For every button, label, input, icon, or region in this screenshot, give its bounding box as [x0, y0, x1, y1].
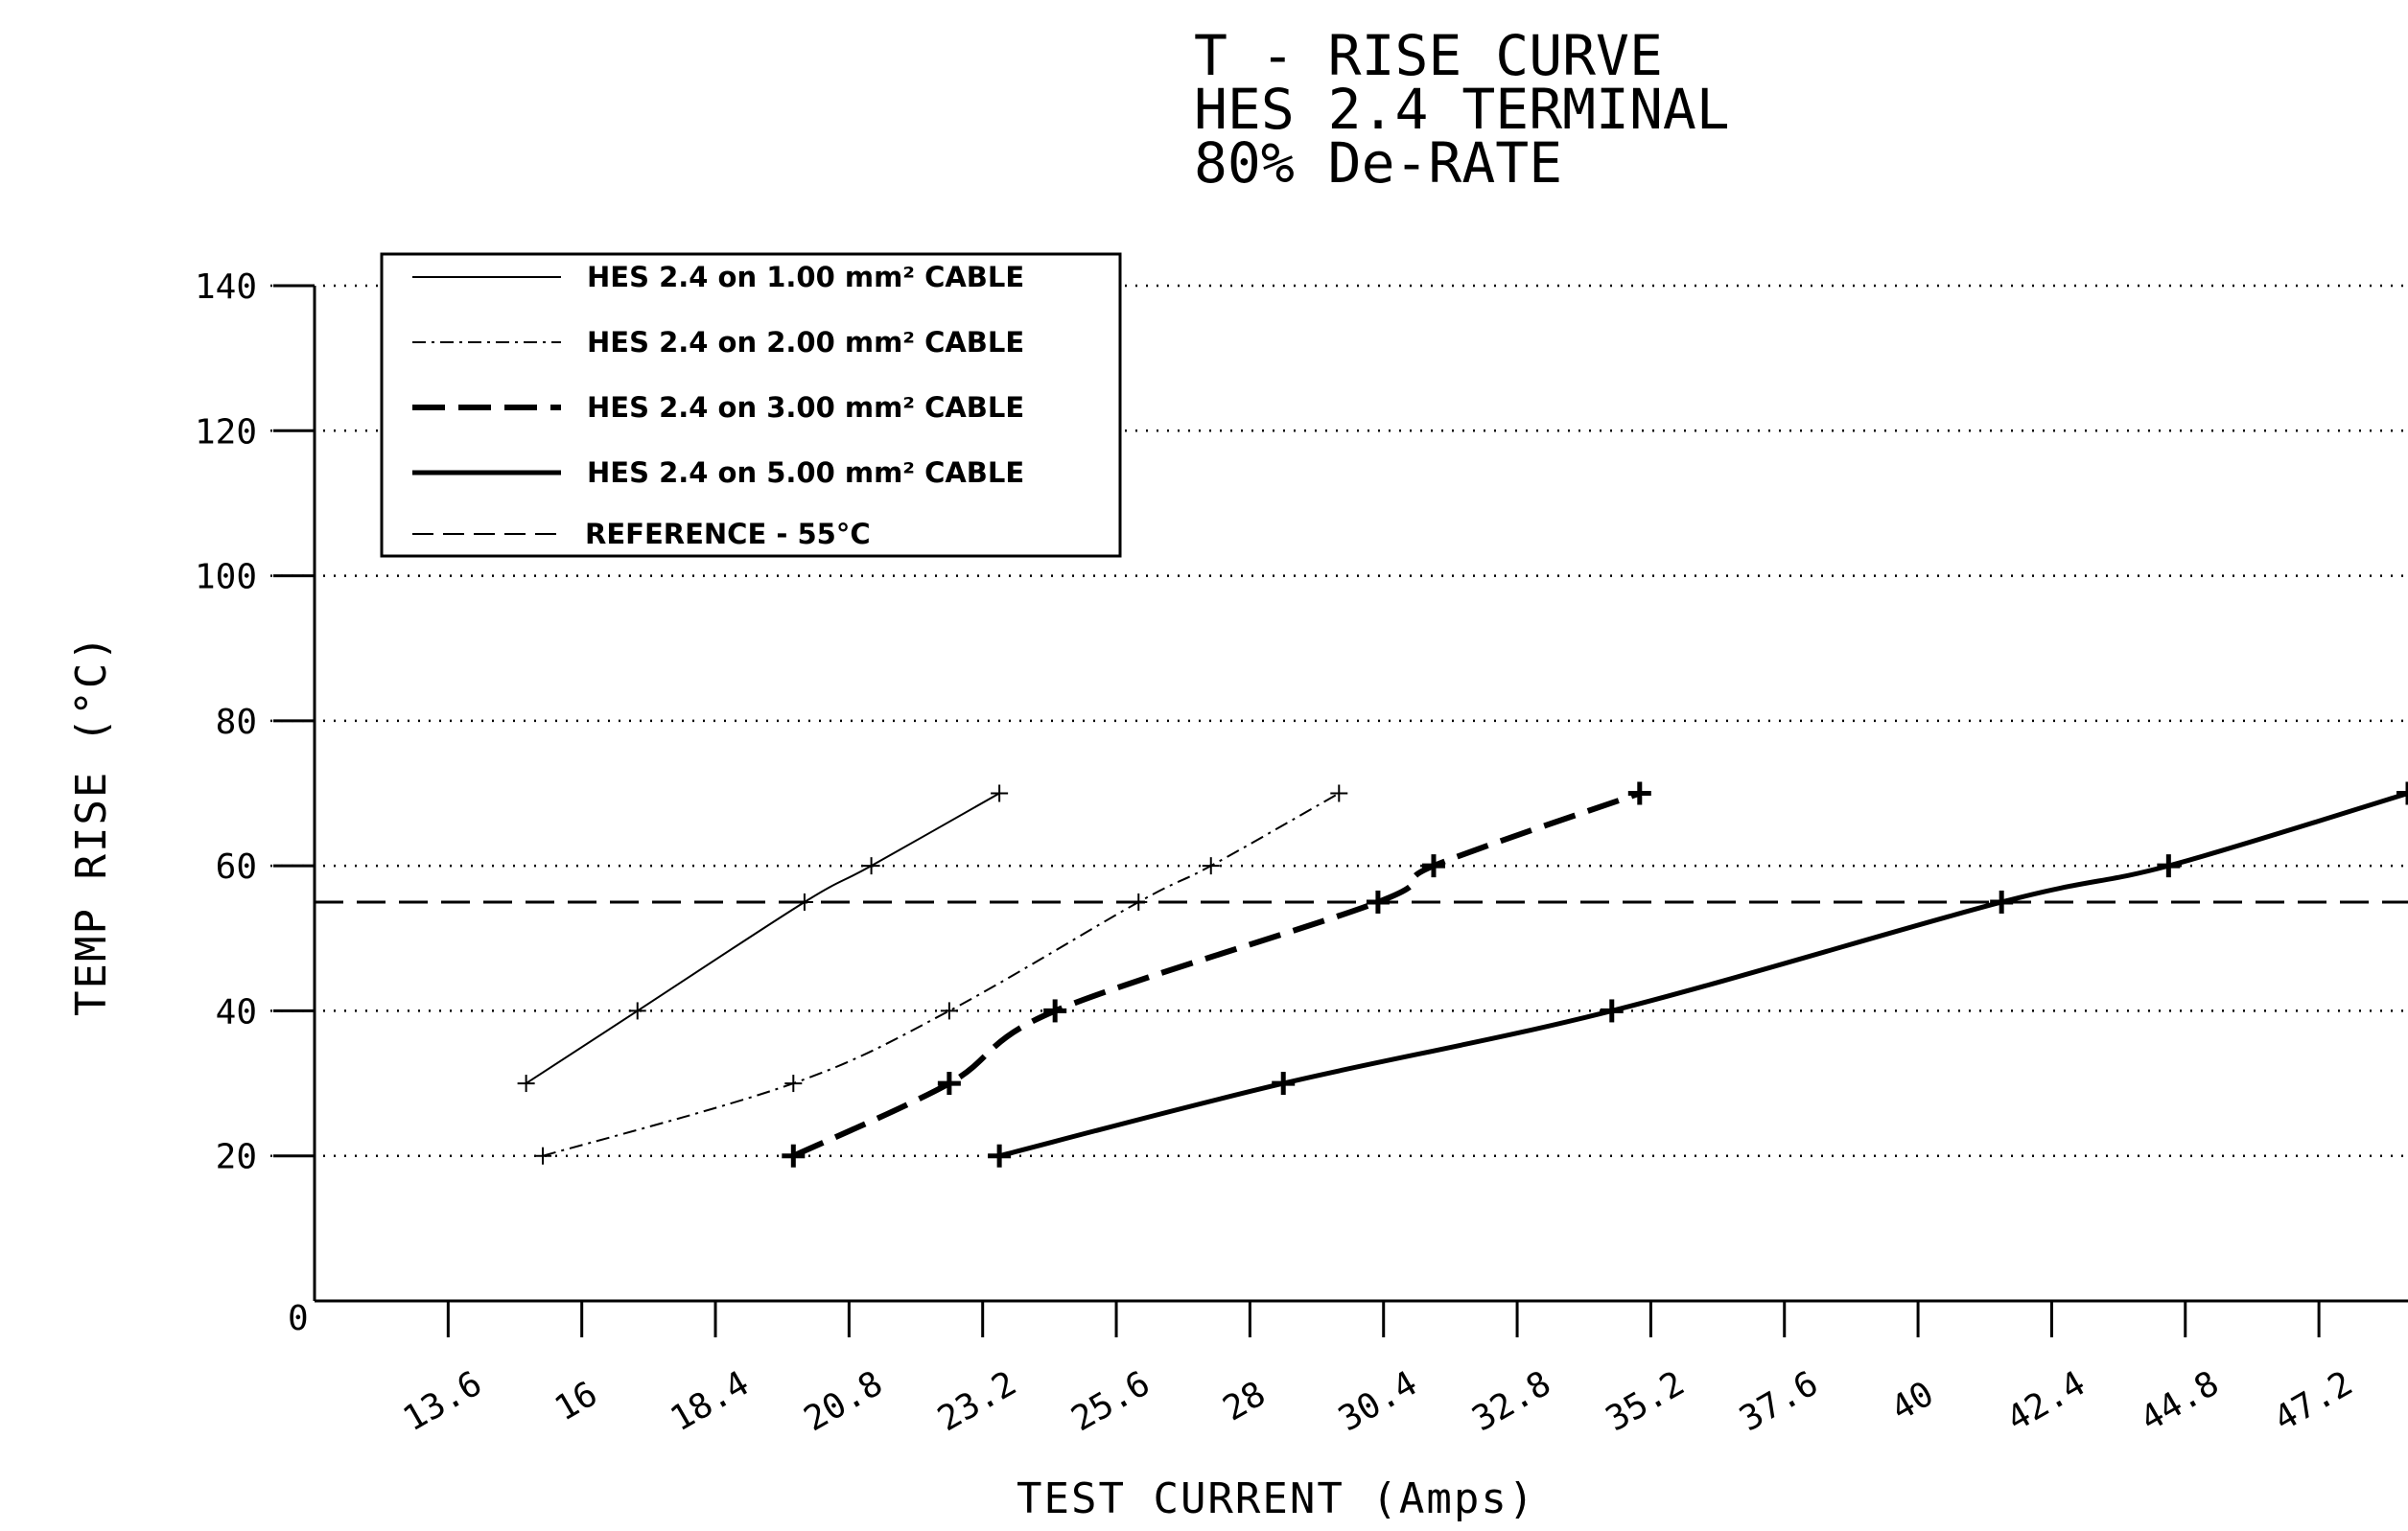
series-1-point-4 [862, 857, 880, 875]
chart-title-line-1: T - RISE CURVE [1194, 23, 1663, 88]
series-line-4 [998, 791, 2408, 1159]
x-tick-label-42.4: 42.4 [2000, 1364, 2092, 1440]
axes [313, 286, 2408, 1303]
series-3-point-6 [1627, 781, 1651, 805]
x-tick-label-37.6: 37.6 [1733, 1364, 1825, 1440]
x-tick-label-16: 16 [549, 1374, 604, 1428]
series-4-point-4 [1990, 890, 2014, 914]
y-axis-ticks: 20 40 60 80 100 120 140 0 [195, 267, 315, 1338]
y-tick-label-120: 120 [195, 412, 257, 452]
series-2-point-1 [534, 1147, 552, 1165]
legend-label-reference: REFERENCE - 55°C [585, 518, 871, 550]
y-tick-label-20: 20 [216, 1138, 257, 1177]
series-3-point-3 [1043, 999, 1067, 1023]
y-tick-label-60: 60 [216, 847, 257, 887]
series-line-3 [792, 790, 1641, 1159]
x-tick-label-32.8: 32.8 [1466, 1364, 1558, 1440]
x-tick-label-25.6: 25.6 [1064, 1364, 1157, 1440]
x-tick-label-28: 28 [1217, 1374, 1273, 1428]
x-tick-label-47.2: 47.2 [2268, 1364, 2360, 1440]
x-tick-label-20.8: 20.8 [798, 1364, 890, 1440]
chart-title-line-3: 80% De-RATE [1194, 130, 1562, 196]
series-group [517, 781, 2408, 1168]
series-3-point-1 [782, 1144, 806, 1168]
series-4-point-3 [1600, 999, 1624, 1023]
series-4-point-5 [2157, 854, 2181, 878]
legend-label-4: HES 2.4 on 5.00 mm² CABLE [587, 456, 1024, 489]
series-3-point-4 [1366, 890, 1390, 914]
legend-label-3: HES 2.4 on 3.00 mm² CABLE [587, 391, 1024, 424]
series-2-point-3 [940, 1002, 958, 1020]
series-4-point-1 [988, 1144, 1012, 1168]
series-1-point-5 [991, 784, 1009, 802]
x-tick-label-18.4: 18.4 [664, 1364, 756, 1440]
series-2-point-4 [1130, 893, 1148, 911]
series-line-1 [526, 792, 1000, 1084]
series-1-point-3 [795, 893, 813, 911]
y-tick-label-80: 80 [216, 703, 257, 742]
series-2-point-2 [784, 1075, 803, 1093]
y-axis-label: TEMP RISE (°C) [67, 634, 116, 1016]
y-tick-label-40: 40 [216, 992, 257, 1032]
series-2-point-6 [1330, 784, 1348, 802]
x-tick-label-23.2: 23.2 [931, 1364, 1023, 1440]
x-tick-label-13.6: 13.6 [397, 1364, 489, 1440]
chart-title-line-2: HES 2.4 TERMINAL [1194, 77, 1730, 142]
x-tick-label-30.4: 30.4 [1332, 1364, 1424, 1440]
y-tick-label-140: 140 [195, 267, 257, 307]
legend: HES 2.4 on 1.00 mm² CABLE HES 2.4 on 2.00… [380, 252, 1122, 558]
series-3-point-2 [937, 1072, 961, 1096]
x-axis-ticks: 13.6 16 18.4 20.8 23.2 25.6 28 30.4 32.8 35.2 37.6… [397, 1301, 2359, 1439]
y-origin-label: 0 [288, 1299, 309, 1338]
legend-label-1: HES 2.4 on 1.00 mm² CABLE [587, 261, 1024, 293]
series-4-point-6 [2396, 781, 2408, 805]
y-tick-label-100: 100 [195, 558, 257, 597]
x-axis-label: TEST CURRENT (Amps) [1017, 1474, 1535, 1523]
series-2-point-5 [1202, 857, 1220, 875]
chart-title: T - RISE CURVE HES 2.4 TERMINAL 80% De-R… [1194, 23, 1730, 196]
series-line-2 [542, 792, 1340, 1157]
x-tick-label-35.2: 35.2 [1600, 1364, 1692, 1440]
x-tick-label-40: 40 [1884, 1374, 1940, 1428]
series-3-point-5 [1421, 854, 1445, 878]
series-1-point-1 [517, 1075, 535, 1093]
legend-label-2: HES 2.4 on 2.00 mm² CABLE [587, 326, 1024, 359]
series-4-point-2 [1272, 1072, 1296, 1096]
x-tick-label-44.8: 44.8 [2134, 1364, 2226, 1440]
series-1-point-2 [628, 1002, 646, 1020]
